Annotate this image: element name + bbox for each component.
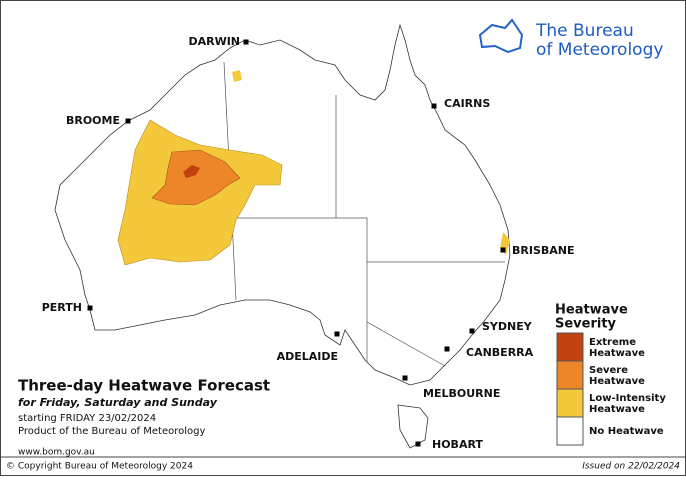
legend-swatch [556, 388, 584, 418]
city-label: DARWIN [188, 35, 240, 48]
city-label: MELBOURNE [423, 387, 500, 400]
legend-title: Severity [555, 317, 617, 332]
legend-label: Heatwave [589, 404, 645, 415]
legend-label: Extreme [589, 337, 636, 348]
city-label: CAIRNS [444, 97, 490, 110]
city-marker [334, 331, 340, 337]
severe-area [151, 149, 241, 206]
city-marker [431, 103, 437, 109]
legend-label: Heatwave [589, 376, 645, 387]
logo-line2: of Meteorology [536, 40, 663, 60]
city-marker [87, 305, 93, 311]
legend-swatch [556, 360, 584, 390]
city-label: CANBERRA [466, 346, 534, 359]
legend-label: Severe [589, 365, 628, 376]
city-label: SYDNEY [482, 320, 533, 333]
city-marker [444, 346, 450, 352]
logo: The Bureau of Meteorology [478, 18, 663, 60]
city-marker [125, 118, 131, 124]
website: www.bom.gov.au [18, 448, 95, 458]
legend-label: Heatwave [589, 348, 645, 359]
extreme-area [183, 165, 200, 178]
city-marker [415, 441, 421, 447]
map-title: Three-day Heatwave Forecast [18, 377, 270, 395]
tasmania [397, 404, 429, 449]
city-marker [243, 39, 249, 45]
low-intensity-area [232, 70, 242, 82]
city-label: HOBART [432, 438, 483, 451]
legend-swatch [556, 416, 584, 446]
product: Product of the Bureau of Meteorology [18, 426, 205, 437]
legend-title: Heatwave [555, 303, 628, 318]
start-date: starting FRIDAY 23/02/2024 [18, 413, 156, 424]
legend-swatch [556, 332, 584, 362]
city-label: ADELAIDE [277, 350, 338, 363]
legend-label: Low-Intensity [589, 393, 666, 404]
city-marker [469, 328, 475, 334]
issued-date: Issued on 22/02/2024 [582, 462, 680, 472]
mainland [54, 23, 511, 386]
city-marker [500, 247, 506, 253]
city-label: BRISBANE [512, 244, 575, 257]
logo-line1: The Bureau [535, 21, 634, 41]
city-marker [402, 375, 408, 381]
city-label: BROOME [66, 114, 120, 127]
city-label: PERTH [42, 301, 82, 314]
copyright: © Copyright Bureau of Meteorology 2024 [6, 462, 193, 472]
subtitle: for Friday, Saturday and Sunday [18, 396, 218, 409]
legend-label: No Heatwave [589, 426, 664, 437]
